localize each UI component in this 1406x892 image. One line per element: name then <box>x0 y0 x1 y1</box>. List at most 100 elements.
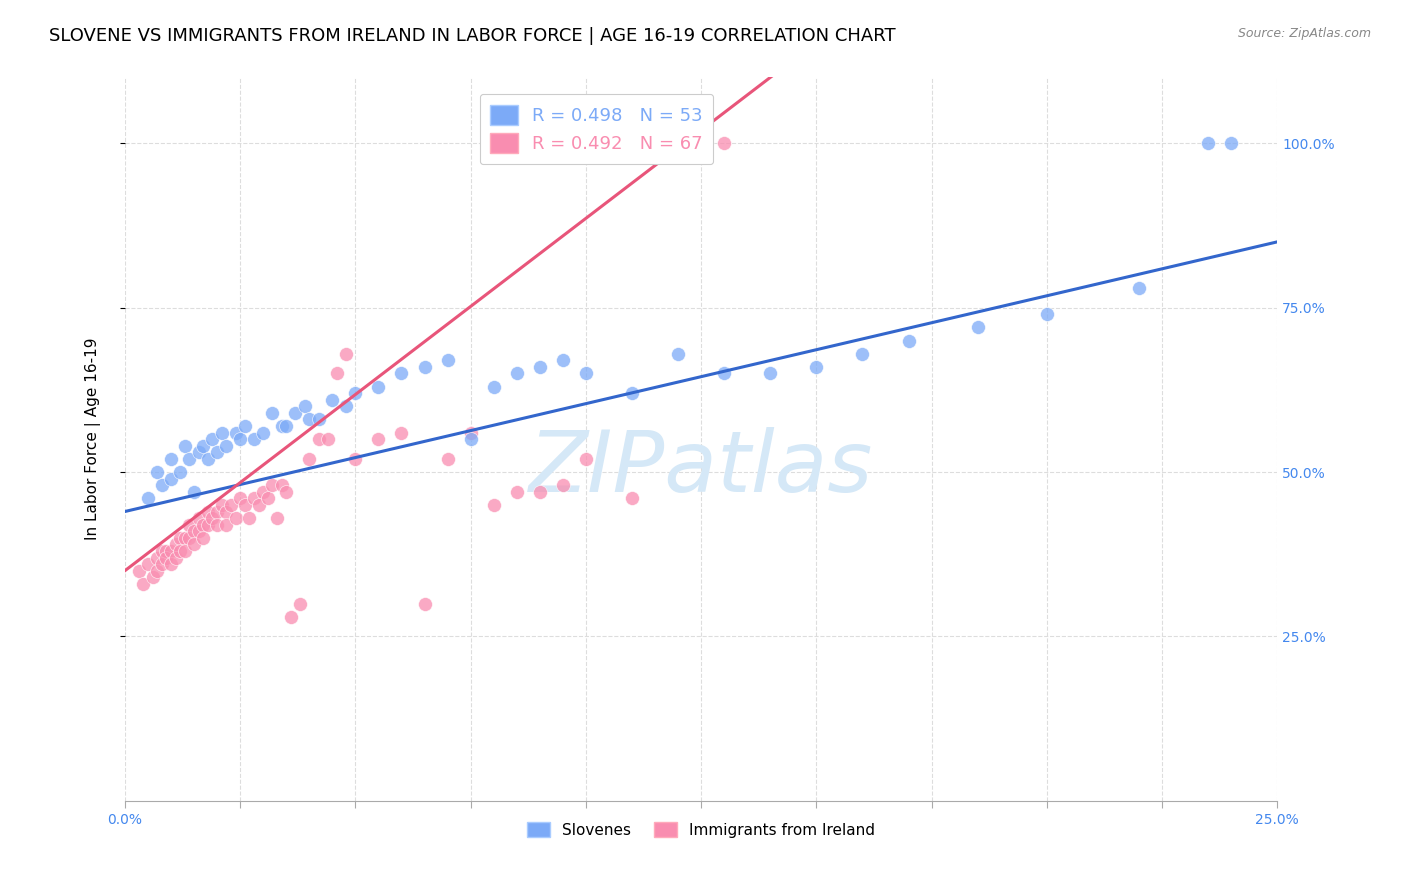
Point <box>243 432 266 446</box>
Point <box>482 379 505 393</box>
Point <box>136 557 159 571</box>
Point <box>197 504 219 518</box>
Point <box>173 439 195 453</box>
Point <box>229 491 252 506</box>
Point <box>252 484 274 499</box>
Point <box>529 359 551 374</box>
Point <box>160 544 183 558</box>
Point <box>155 550 177 565</box>
Point <box>966 320 988 334</box>
Point <box>160 557 183 571</box>
Legend: Slovenes, Immigrants from Ireland: Slovenes, Immigrants from Ireland <box>520 815 882 844</box>
Point <box>413 597 436 611</box>
Point <box>193 517 215 532</box>
Point <box>1128 281 1150 295</box>
Point <box>413 359 436 374</box>
Point <box>506 367 529 381</box>
Point <box>128 564 150 578</box>
Point <box>270 478 292 492</box>
Point <box>150 557 173 571</box>
Point <box>270 419 292 434</box>
Point <box>183 537 205 551</box>
Point <box>150 544 173 558</box>
Point <box>620 386 643 401</box>
Point <box>179 517 201 532</box>
Point <box>146 550 169 565</box>
Point <box>391 425 413 440</box>
Point <box>620 491 643 506</box>
Point <box>529 484 551 499</box>
Point <box>183 524 205 539</box>
Point <box>666 346 689 360</box>
Point <box>460 432 482 446</box>
Point <box>575 367 598 381</box>
Point <box>551 478 574 492</box>
Point <box>262 406 284 420</box>
Point <box>335 399 357 413</box>
Point <box>262 478 284 492</box>
Point <box>215 504 238 518</box>
Point <box>142 570 165 584</box>
Point <box>851 346 873 360</box>
Point <box>344 386 367 401</box>
Point <box>233 498 256 512</box>
Point <box>169 531 191 545</box>
Point <box>308 432 330 446</box>
Point <box>219 498 242 512</box>
Point <box>391 367 413 381</box>
Point <box>211 498 233 512</box>
Point <box>215 517 238 532</box>
Point <box>238 511 260 525</box>
Point <box>233 419 256 434</box>
Point <box>225 425 247 440</box>
Point <box>150 478 173 492</box>
Point <box>169 544 191 558</box>
Point <box>193 531 215 545</box>
Point <box>344 451 367 466</box>
Point <box>165 537 187 551</box>
Point <box>506 484 529 499</box>
Point <box>225 511 247 525</box>
Point <box>436 353 458 368</box>
Point <box>173 531 195 545</box>
Point <box>247 498 270 512</box>
Point <box>298 451 321 466</box>
Point <box>205 504 228 518</box>
Point <box>197 517 219 532</box>
Text: ZIPatlas: ZIPatlas <box>529 426 873 509</box>
Point <box>575 451 598 466</box>
Point <box>1036 307 1059 321</box>
Point <box>713 136 735 151</box>
Point <box>436 451 458 466</box>
Point <box>1220 136 1243 151</box>
Point <box>288 597 311 611</box>
Point <box>308 412 330 426</box>
Point <box>201 511 224 525</box>
Point <box>201 432 224 446</box>
Point <box>197 451 219 466</box>
Point <box>215 439 238 453</box>
Point <box>284 406 307 420</box>
Point <box>276 484 298 499</box>
Point <box>187 511 209 525</box>
Point <box>713 367 735 381</box>
Point <box>183 484 205 499</box>
Text: SLOVENE VS IMMIGRANTS FROM IRELAND IN LABOR FORCE | AGE 16-19 CORRELATION CHART: SLOVENE VS IMMIGRANTS FROM IRELAND IN LA… <box>49 27 896 45</box>
Y-axis label: In Labor Force | Age 16-19: In Labor Force | Age 16-19 <box>86 338 101 541</box>
Point <box>179 531 201 545</box>
Point <box>132 577 155 591</box>
Point <box>256 491 278 506</box>
Point <box>193 439 215 453</box>
Point <box>266 511 288 525</box>
Point <box>326 367 349 381</box>
Point <box>316 432 339 446</box>
Point <box>759 367 782 381</box>
Point <box>252 425 274 440</box>
Point <box>187 524 209 539</box>
Point <box>321 392 343 407</box>
Point <box>367 379 389 393</box>
Point <box>155 544 177 558</box>
Point <box>136 491 159 506</box>
Point <box>173 544 195 558</box>
Point <box>146 465 169 479</box>
